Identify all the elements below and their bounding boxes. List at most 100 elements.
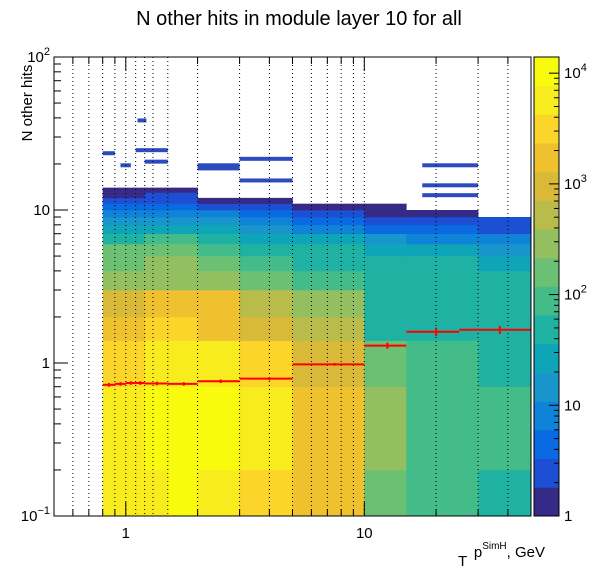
profile-point <box>135 381 145 385</box>
heatmap-cell <box>167 192 198 199</box>
heatmap-cell <box>364 243 407 257</box>
profile-point <box>406 327 460 337</box>
heatmap-cell <box>144 210 169 218</box>
heatmap-cell <box>364 290 407 318</box>
heatmap-cell <box>102 192 116 199</box>
heatmap-cell <box>114 469 127 517</box>
heatmap-cell <box>197 469 240 517</box>
heatmap-cell <box>239 178 293 183</box>
profile-point <box>114 382 126 386</box>
heatmap-cell <box>167 340 198 387</box>
heatmap-cell <box>197 197 240 204</box>
heatmap-cell <box>239 217 293 226</box>
color-scale-band <box>534 286 559 316</box>
heatmap-cell <box>364 316 407 341</box>
heatmap-cell <box>125 210 136 218</box>
heatmap-cell <box>364 217 407 226</box>
heatmap-cell <box>292 469 365 517</box>
axes: 1 10 10−1 1 10 102 <box>21 46 532 542</box>
heatmap-cell <box>292 270 365 291</box>
color-scale-label: 104 <box>564 62 587 82</box>
heatmap-cell <box>167 243 198 257</box>
heatmap-cell <box>102 243 116 257</box>
heatmap-cell <box>239 256 293 272</box>
y-tick-label: 1 <box>42 355 50 372</box>
heatmap-cell <box>197 224 240 234</box>
heatmap-cell <box>239 243 293 257</box>
color-scale-band <box>534 57 559 87</box>
heatmap-cell <box>364 270 407 291</box>
color-scale-band <box>534 429 559 460</box>
heatmap-cell <box>125 233 136 245</box>
heatmap-cell <box>144 159 168 164</box>
profile-point <box>144 381 168 386</box>
heatmap-cell <box>197 256 240 272</box>
heatmap-cell <box>102 316 116 341</box>
heatmap-cell <box>422 193 479 198</box>
heatmap-cell <box>292 217 365 226</box>
heatmap-cell <box>102 197 116 204</box>
heatmap-cell <box>239 210 293 218</box>
heatmap-cell <box>197 203 240 211</box>
heatmap-cell <box>102 256 116 272</box>
heatmap-cell <box>364 224 407 234</box>
profile-series <box>102 325 531 387</box>
heatmap-cell <box>197 270 240 291</box>
heatmap-cell <box>125 316 136 341</box>
heatmap-cell <box>406 340 479 387</box>
heatmap-cell <box>478 340 532 387</box>
heatmap-cell <box>125 386 136 471</box>
heatmap-cell <box>292 290 365 318</box>
svg-text:pSimH, GeV: pSimH, GeV <box>474 541 545 561</box>
heatmap-cell <box>197 316 240 341</box>
x-gridlines <box>72 57 532 516</box>
heatmap-cell <box>239 386 293 471</box>
color-scale-label: 10 <box>564 397 581 414</box>
profile-point <box>102 383 115 387</box>
heatmap-cell <box>114 290 127 318</box>
heatmap-cell <box>144 290 169 318</box>
color-scale-band <box>534 114 559 144</box>
profile-point <box>239 377 293 381</box>
heatmap-cell <box>144 270 169 291</box>
heatmap-cell <box>125 197 136 204</box>
heatmap-cell <box>167 386 198 471</box>
heatmap-cell <box>114 197 127 204</box>
heatmap-cell <box>292 203 365 211</box>
heatmap-cell <box>167 256 198 272</box>
heatmap-cell <box>239 316 293 341</box>
heatmap-cell <box>292 210 365 218</box>
heatmap-cell <box>167 224 198 234</box>
heatmap-cell <box>144 386 169 471</box>
chart-title: N other hits in module layer 10 for all <box>136 8 462 30</box>
heatmap-cell <box>114 192 127 199</box>
x-axis-label: pSimH, GeV T <box>458 541 545 570</box>
heatmap-cell <box>292 256 365 272</box>
heatmap-cell <box>135 192 145 199</box>
profile-point <box>167 382 198 386</box>
heatmap-cell <box>478 270 532 291</box>
heatmap-cell <box>144 148 168 153</box>
heatmap-cell <box>197 210 240 218</box>
x-tick-label: 1 <box>122 525 130 542</box>
color-scale-band <box>534 257 559 287</box>
color-scale-band <box>534 143 559 173</box>
heatmap-cell <box>144 197 169 204</box>
heatmap-cell <box>144 233 169 245</box>
heatmap-cell <box>125 243 136 257</box>
heatmap-cell <box>478 386 532 471</box>
heatmap-cell <box>135 148 145 153</box>
color-scale-frame <box>533 56 560 517</box>
color-scale-band <box>534 343 559 373</box>
profile-point <box>125 381 136 385</box>
heatmap-cell <box>114 233 127 245</box>
heatmap-cell <box>239 469 293 517</box>
heatmap-cell <box>114 256 127 272</box>
y-tick-label: 10 <box>33 202 50 219</box>
heatmap-cell <box>167 316 198 341</box>
heatmap-cell <box>144 243 169 257</box>
heatmap-cell <box>422 183 479 188</box>
heatmap-cell <box>197 290 240 318</box>
heatmap-cell <box>125 270 136 291</box>
heatmap-cell <box>364 203 407 211</box>
